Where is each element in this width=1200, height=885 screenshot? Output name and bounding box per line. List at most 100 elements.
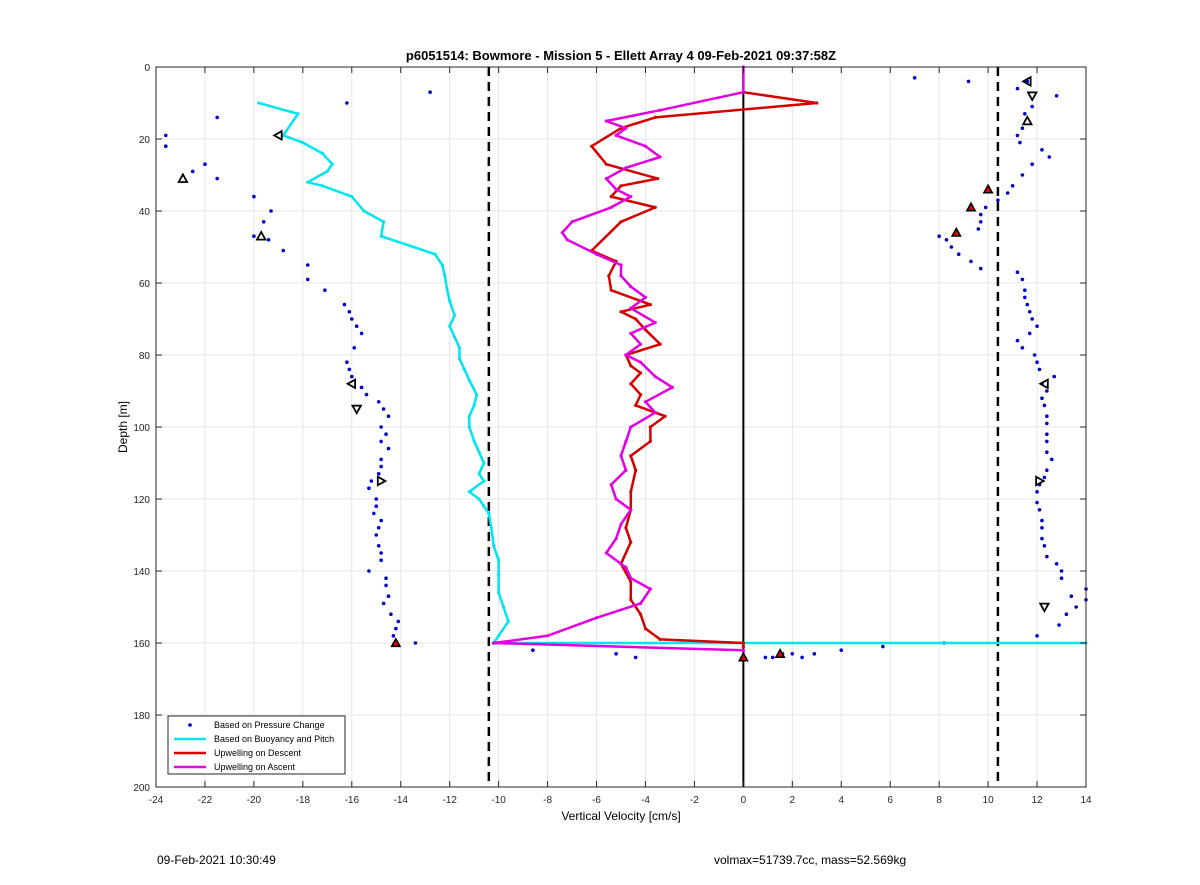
- series-point: [638, 342, 643, 346]
- scatter-point: [1027, 331, 1032, 336]
- x-tick-label: 6: [887, 795, 893, 806]
- scatter-point: [379, 518, 383, 523]
- series-point: [457, 357, 462, 361]
- series-point: [643, 295, 648, 299]
- series-point: [497, 573, 501, 577]
- scatter-point: [976, 227, 981, 231]
- reference-lines: [487, 67, 1000, 787]
- scatter-point: [379, 551, 383, 555]
- series-point: [638, 360, 643, 364]
- series-point: [350, 195, 354, 199]
- scatter-point: [379, 457, 383, 462]
- series-point: [382, 220, 386, 224]
- triangle-marker: [1021, 75, 1032, 88]
- series-point: [658, 155, 662, 159]
- series-point: [594, 252, 599, 256]
- scatter-point: [839, 648, 844, 652]
- scatter-point: [1010, 184, 1015, 188]
- scatter-point: [996, 198, 1000, 202]
- scatter-point: [1045, 414, 1049, 419]
- series-point: [604, 119, 608, 123]
- series-point: [648, 303, 652, 307]
- scatter-point: [1045, 421, 1049, 426]
- series-point: [614, 537, 618, 541]
- scatter-point: [347, 310, 352, 314]
- series-point: [492, 641, 496, 645]
- scatter-point: [305, 277, 310, 282]
- triangle-marker: [1038, 378, 1049, 390]
- scatter-point: [1045, 439, 1049, 444]
- scatter-point: [396, 619, 401, 624]
- x-tick-label: -10: [491, 795, 506, 806]
- scatter-point: [386, 446, 391, 451]
- scatter-point: [384, 583, 388, 588]
- scatter-point: [1020, 173, 1025, 177]
- scatter-point: [359, 331, 364, 336]
- x-tick-label: 4: [838, 795, 844, 806]
- y-tick-label: 100: [133, 423, 150, 434]
- series-point: [619, 454, 623, 458]
- y-tick-label: 160: [133, 639, 150, 650]
- series-line: [492, 67, 745, 658]
- series-point: [604, 162, 608, 166]
- scatter-point: [1040, 536, 1044, 541]
- scatter-point: [376, 472, 381, 476]
- series-point: [741, 645, 745, 649]
- scatter-point: [354, 324, 359, 329]
- series-point: [614, 497, 618, 501]
- scatter-point: [384, 576, 388, 580]
- series-point: [506, 619, 511, 624]
- series-point: [624, 526, 628, 530]
- series-point: [472, 439, 476, 443]
- series-point: [653, 375, 657, 379]
- y-tick-label: 40: [139, 207, 151, 218]
- series-point: [570, 220, 574, 224]
- triangle-marker: [1038, 602, 1051, 614]
- y-tick-label: 200: [133, 783, 150, 794]
- series-point: [477, 497, 481, 501]
- scatter-point: [374, 504, 379, 509]
- series-point: [257, 101, 261, 105]
- series-point: [629, 490, 633, 494]
- series-point: [609, 288, 613, 292]
- triangle-marker-filled: [774, 648, 786, 658]
- series-point: [670, 385, 674, 389]
- series-point: [643, 328, 648, 332]
- series-point: [638, 393, 643, 397]
- scatter-point: [1057, 623, 1061, 627]
- scatter-point: [347, 367, 352, 372]
- series-point: [590, 144, 594, 148]
- scatter-point: [763, 655, 768, 660]
- scatter-point: [379, 558, 383, 562]
- x-tick-label: -6: [592, 795, 601, 806]
- scatter-point: [1018, 140, 1022, 145]
- scatter-point: [790, 652, 795, 656]
- series-point: [629, 576, 633, 580]
- scatter-point: [1020, 346, 1025, 350]
- scatter-point: [386, 594, 391, 598]
- scatter-point: [1040, 396, 1044, 401]
- series-point: [604, 177, 608, 181]
- series-point: [497, 558, 501, 562]
- y-axis-label: Depth [m]: [116, 401, 130, 453]
- scatter-point: [376, 526, 381, 530]
- scatter-point: [1035, 634, 1039, 638]
- series-point: [301, 141, 305, 145]
- scatter-point: [812, 652, 817, 656]
- x-tick-label: 2: [790, 795, 796, 806]
- series-point: [629, 540, 633, 544]
- scatter-point: [269, 209, 273, 213]
- series-point: [629, 580, 633, 584]
- legend-label: Based on Pressure Change: [214, 720, 325, 730]
- scatter-point: [1020, 126, 1025, 130]
- scatter-point: [1035, 324, 1039, 329]
- scatter-point: [1037, 508, 1042, 512]
- scatter-point: [1040, 518, 1044, 523]
- series-point: [379, 234, 383, 238]
- series-point: [648, 587, 652, 591]
- scatter-point: [1035, 360, 1039, 365]
- triangle-marker-filled: [965, 201, 977, 212]
- series-point: [452, 313, 457, 317]
- scatter-point: [381, 407, 386, 411]
- scatter-point: [342, 302, 347, 307]
